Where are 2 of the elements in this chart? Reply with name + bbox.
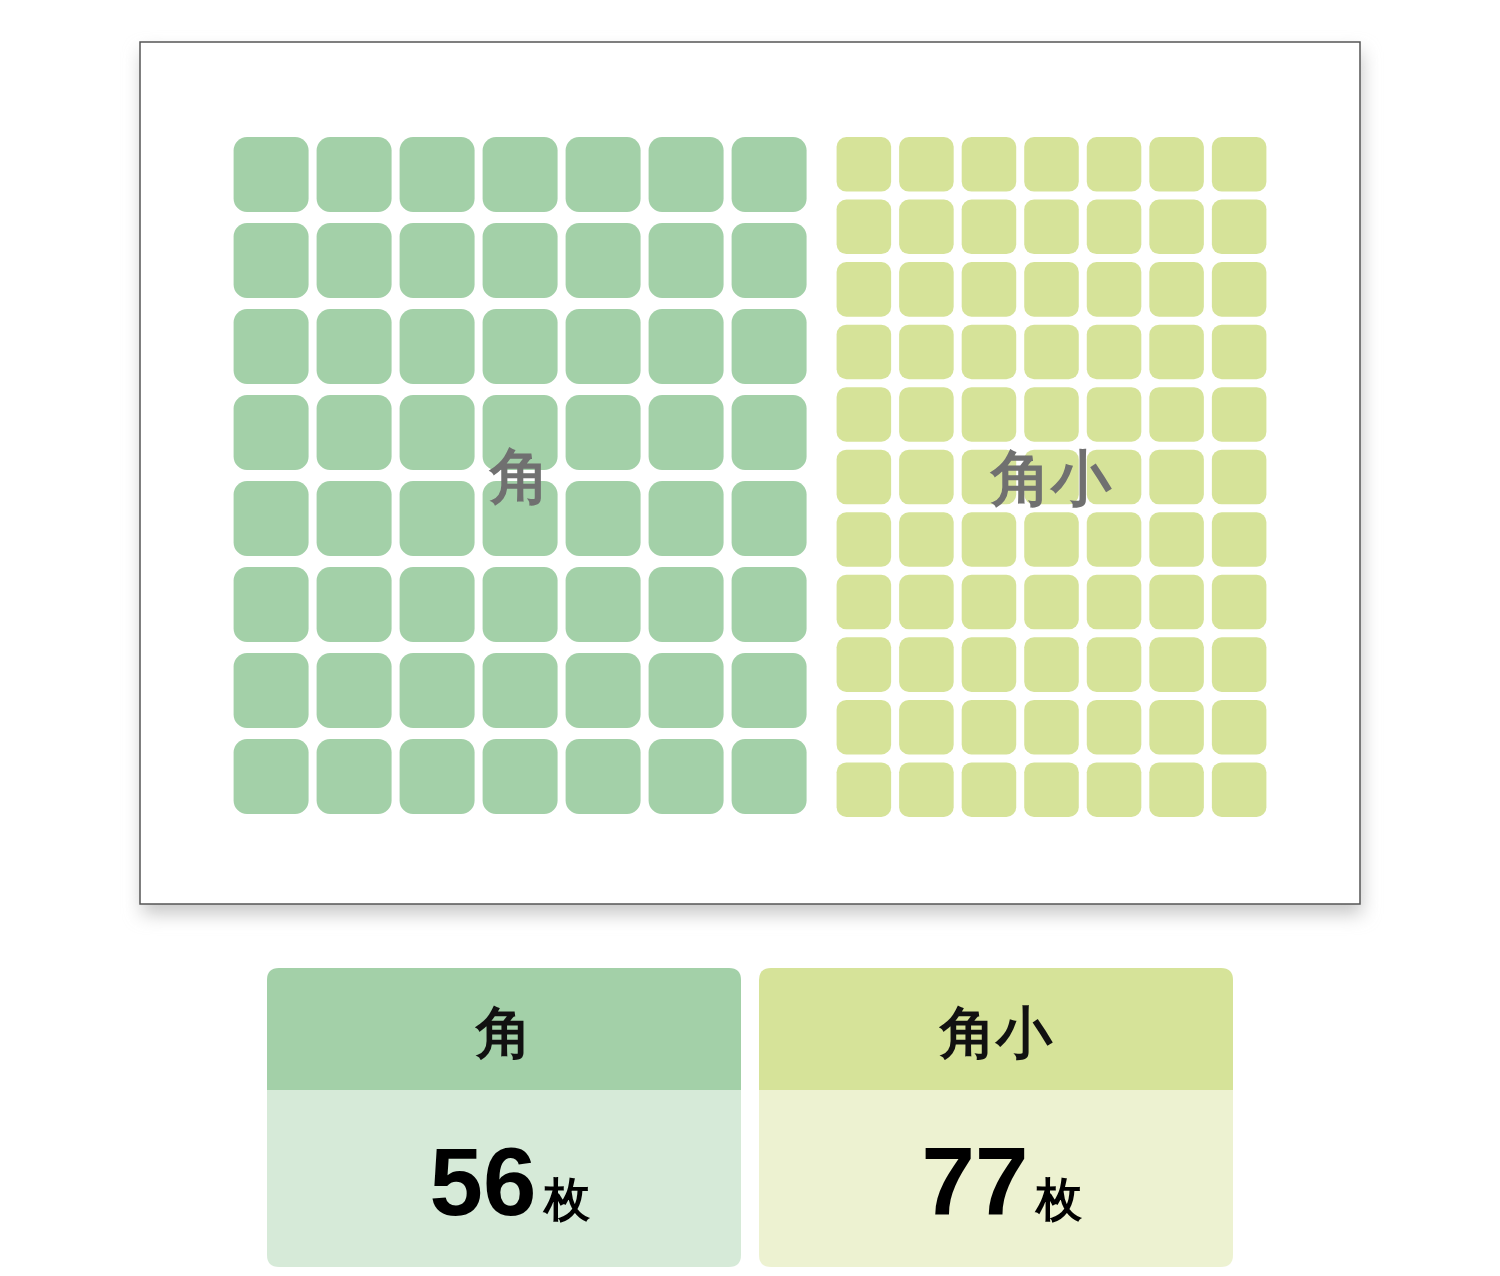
data-label: 77枚 xyxy=(921,1128,1084,1235)
data-label: 56枚 xyxy=(429,1128,592,1235)
